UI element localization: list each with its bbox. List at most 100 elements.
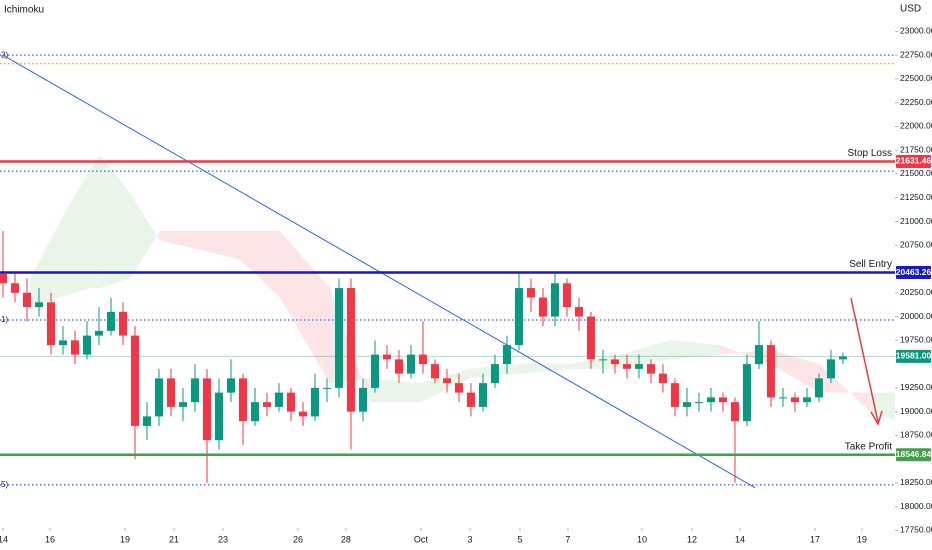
candle-body	[382, 354, 391, 360]
level-name: Stop Loss	[848, 148, 892, 159]
candle-body	[286, 392, 295, 412]
candle-body	[0, 273, 7, 284]
chart-title: Ichimoku	[4, 5, 44, 16]
candle-body	[802, 397, 811, 403]
x-tick-label: Oct	[414, 534, 429, 544]
level-tag: 5)	[1, 480, 8, 489]
candle-body	[34, 302, 43, 308]
candle-body	[754, 345, 763, 365]
y-tick-label: 19250.00	[900, 382, 932, 392]
candle-body	[394, 359, 403, 374]
cloud-segment	[29, 221, 60, 308]
x-tick-label: 26	[293, 534, 303, 544]
candle-body	[238, 378, 247, 422]
candle-body	[58, 340, 67, 346]
y-tick-label: 21750.00	[900, 144, 932, 154]
arrow-line	[850, 297, 879, 423]
candle-body	[718, 397, 727, 403]
candle-body	[418, 354, 427, 365]
cloud-segment	[59, 169, 90, 298]
cloud-segment	[770, 349, 820, 393]
candle-body	[646, 364, 655, 374]
x-tick-label: 28	[341, 534, 351, 544]
time-axis-bg	[0, 525, 932, 550]
candle-body	[478, 383, 487, 407]
candle-body	[214, 392, 223, 441]
price-tag-label: 20463.26	[896, 267, 932, 277]
candle-body	[70, 340, 79, 355]
cloud-segment	[419, 368, 471, 403]
candle-body	[298, 411, 307, 417]
x-tick-label: 10	[637, 534, 647, 544]
candle-body	[154, 378, 163, 417]
candle-body	[826, 359, 835, 379]
price-tag-label: 19581.00	[896, 351, 932, 361]
candle-body	[586, 316, 595, 360]
cloud-segment	[369, 378, 420, 403]
candle-body	[502, 345, 511, 365]
candle-body	[466, 392, 475, 407]
candle-body	[766, 345, 775, 398]
candle-body	[454, 383, 463, 393]
candle-body	[598, 359, 607, 361]
candle-body	[778, 397, 787, 399]
currency: USD	[900, 4, 921, 15]
candle-body	[610, 359, 619, 365]
candle-body	[334, 288, 343, 388]
cloud-segment	[129, 192, 160, 279]
y-tick-label: 18000.00	[900, 501, 932, 511]
candle-body	[118, 311, 127, 336]
cloud-segment	[239, 231, 280, 298]
candle-body	[622, 364, 631, 369]
candle-body	[670, 383, 679, 407]
plot-area: 2) 1) 5) Stop Loss Sell Entry Take Profit	[0, 50, 895, 489]
candle-body	[742, 364, 751, 422]
y-tick-label: 21500.00	[900, 168, 932, 178]
y-tick-label: 20750.00	[900, 240, 932, 250]
candle-body	[22, 292, 31, 308]
price-tag	[896, 266, 931, 280]
y-tick-label: 21250.00	[900, 192, 932, 202]
x-tick-label: 3	[468, 534, 473, 544]
price-tag	[896, 448, 931, 462]
candle-body	[682, 402, 691, 407]
y-tick-label: 19750.00	[900, 335, 932, 345]
cloud-segment	[569, 354, 621, 369]
candle-body	[694, 402, 703, 404]
candle-body	[490, 364, 499, 384]
candle-body	[658, 373, 667, 384]
candle-body	[406, 354, 415, 374]
candle-body	[526, 288, 535, 298]
y-tick-label: 19000.00	[900, 406, 932, 416]
x-tick-label: 5	[517, 534, 522, 544]
candle-body	[346, 288, 355, 412]
y-tick-label: 20250.00	[900, 287, 932, 297]
candle-body	[202, 378, 211, 441]
price-tag	[896, 349, 931, 363]
candle-body	[82, 335, 91, 355]
candle-body	[634, 364, 643, 369]
candle-body	[274, 392, 283, 407]
x-tick-label: 19	[857, 534, 867, 544]
y-tick-label: 18750.00	[900, 430, 932, 440]
y-tick-label: 20000.00	[900, 311, 932, 321]
candle-body	[166, 378, 175, 407]
candle-body	[10, 283, 19, 293]
cloud-segment	[99, 154, 130, 289]
x-tick-label: 12	[687, 534, 697, 544]
arrow	[850, 297, 883, 426]
candle-body	[430, 364, 439, 379]
cloud-segment	[279, 231, 330, 384]
x-tick-label: 21	[169, 534, 179, 544]
candle-body	[142, 416, 151, 426]
arrow-head	[870, 410, 883, 426]
cloud-segment	[159, 231, 201, 251]
candle-body	[262, 402, 271, 407]
candle-body	[838, 356, 847, 360]
y-tick-label: 18250.00	[900, 477, 932, 487]
y-tick-label: 21000.00	[900, 216, 932, 226]
candle-body	[538, 297, 547, 317]
x-tick-label: 14	[735, 534, 745, 544]
